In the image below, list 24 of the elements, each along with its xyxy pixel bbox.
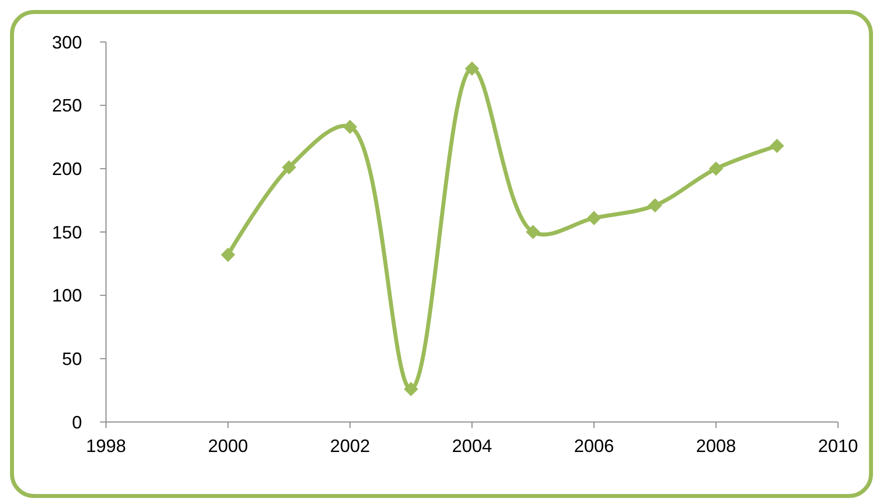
y-tick-label: 150 bbox=[52, 222, 82, 242]
point bbox=[220, 248, 236, 262]
point bbox=[770, 138, 784, 154]
point bbox=[282, 160, 296, 175]
point bbox=[708, 162, 724, 176]
x-tick-label: 2004 bbox=[452, 436, 492, 456]
x-tick-label: 2010 bbox=[818, 436, 858, 456]
y-tick-label: 0 bbox=[72, 412, 82, 432]
y-tick-label: 300 bbox=[52, 32, 82, 52]
x-tick-label: 2002 bbox=[330, 436, 370, 456]
point bbox=[404, 382, 418, 396]
y-tick-label: 200 bbox=[52, 158, 82, 179]
y-tick-label: 250 bbox=[52, 96, 82, 116]
point bbox=[342, 120, 358, 134]
point bbox=[648, 198, 662, 213]
point bbox=[586, 210, 602, 226]
point bbox=[526, 224, 540, 240]
x-tick-label: 2008 bbox=[696, 436, 736, 456]
point bbox=[464, 61, 480, 76]
x-tick-label: 2006 bbox=[574, 436, 614, 456]
x-tick-label: 1998 bbox=[86, 436, 126, 456]
x-tick-label: 2000 bbox=[208, 436, 248, 456]
y-tick-label: 100 bbox=[52, 286, 82, 306]
y-tick-label: 50 bbox=[62, 348, 82, 369]
